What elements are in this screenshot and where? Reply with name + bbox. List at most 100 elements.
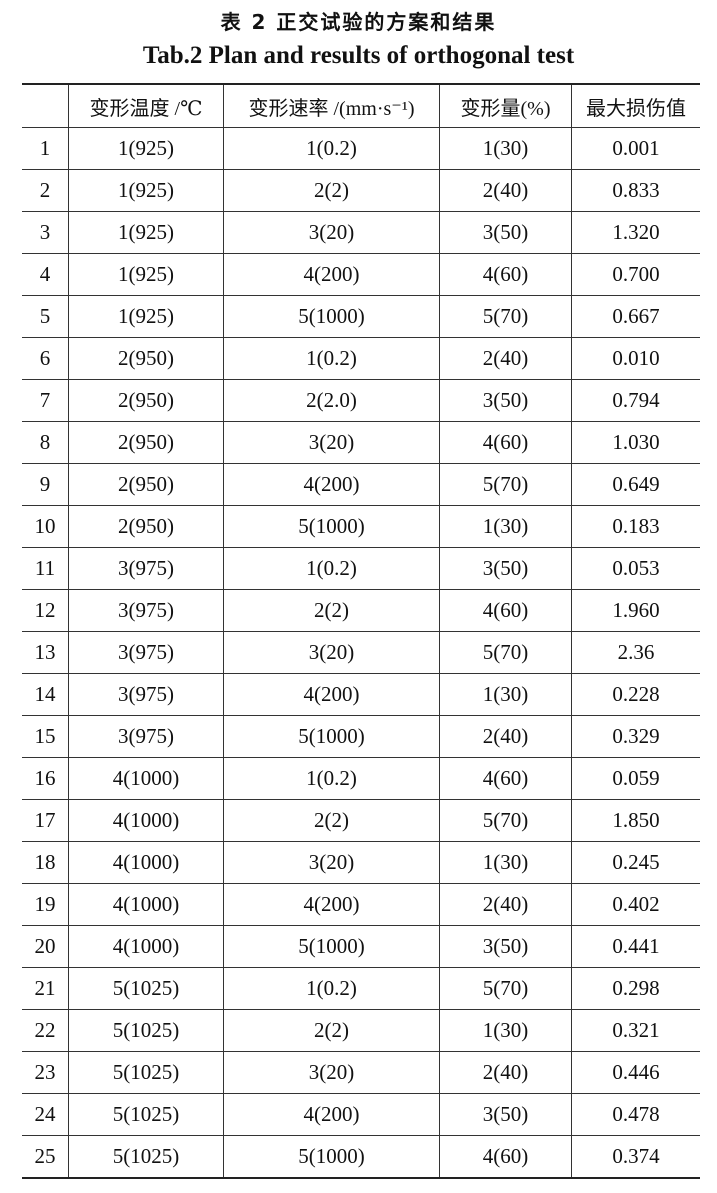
- header-max-damage: 最大损伤值: [571, 84, 700, 128]
- max-damage-cell: 0.321: [571, 1009, 700, 1052]
- max-damage-cell: 0.478: [571, 1093, 700, 1136]
- strain-rate-cell: 1(0.2): [223, 967, 440, 1010]
- table-row: 13 3(975) 3(20) 5(70) 2.36: [22, 631, 700, 674]
- table-row: 21 5(1025) 1(0.2) 5(70) 0.298: [22, 967, 700, 1010]
- strain-rate-cell: 4(200): [223, 253, 440, 296]
- table-row: 3 1(925) 3(20) 3(50) 1.320: [22, 211, 700, 254]
- temperature-cell: 3(975): [68, 589, 224, 632]
- max-damage-cell: 0.010: [571, 337, 700, 380]
- deformation-cell: 4(60): [439, 253, 572, 296]
- deformation-cell: 4(60): [439, 589, 572, 632]
- strain-rate-cell: 4(200): [223, 673, 440, 716]
- max-damage-cell: 1.030: [571, 421, 700, 464]
- deformation-cell: 3(50): [439, 925, 572, 968]
- row-index: 6: [22, 337, 69, 380]
- max-damage-cell: 0.329: [571, 715, 700, 758]
- deformation-cell: 5(70): [439, 967, 572, 1010]
- temperature-cell: 5(1025): [68, 1135, 224, 1178]
- row-index: 17: [22, 799, 69, 842]
- table-row: 6 2(950) 1(0.2) 2(40) 0.010: [22, 337, 700, 380]
- row-index: 11: [22, 547, 69, 590]
- max-damage-cell: 0.001: [571, 127, 700, 170]
- deformation-cell: 3(50): [439, 1093, 572, 1136]
- strain-rate-cell: 3(20): [223, 631, 440, 674]
- temperature-cell: 5(1025): [68, 1093, 224, 1136]
- max-damage-cell: 0.446: [571, 1051, 700, 1094]
- strain-rate-cell: 2(2): [223, 169, 440, 212]
- row-index: 25: [34, 1144, 56, 1168]
- deformation-cell: 4(60): [439, 1135, 572, 1178]
- deformation-cell: 1(30): [439, 127, 572, 170]
- deformation-cell: 2(40): [439, 715, 572, 758]
- row-index: 19: [22, 883, 69, 926]
- table-row: 5 1(925) 5(1000) 5(70) 0.667: [22, 295, 700, 338]
- deformation-cell: 5(70): [439, 295, 572, 338]
- row-index: 5: [22, 295, 69, 338]
- deformation-cell: 3(50): [439, 379, 572, 422]
- max-damage-cell: 0.053: [571, 547, 700, 590]
- max-damage-cell: 0.228: [571, 673, 700, 716]
- table-title-chinese: 表 2 正交试验的方案和结果: [220, 10, 497, 34]
- row-index: 8: [22, 421, 69, 464]
- row-index: 15: [22, 715, 69, 758]
- temperature-cell: 4(1000): [68, 883, 224, 926]
- max-damage-cell: 1.320: [571, 211, 700, 254]
- strain-rate-cell: 2(2.0): [223, 379, 440, 422]
- max-damage-cell: 1.850: [571, 799, 700, 842]
- temperature-cell: 5(1025): [68, 1009, 224, 1052]
- table-row: 18 4(1000) 3(20) 1(30) 0.245: [22, 841, 700, 884]
- temperature-cell: 5(1025): [68, 1051, 224, 1094]
- row-index: 2: [22, 169, 69, 212]
- row-index: 4: [22, 253, 69, 296]
- header-temperature: 变形温度 /℃: [68, 84, 224, 128]
- header-strain-rate: 变形速率 /(mm·s⁻¹): [223, 84, 440, 128]
- temperature-cell: 3(975): [68, 673, 224, 716]
- table-row: 2 1(925) 2(2) 2(40) 0.833: [22, 169, 700, 212]
- strain-rate-cell: 3(20): [223, 841, 440, 884]
- max-damage-cell: 0.833: [571, 169, 700, 212]
- temperature-cell: 3(975): [68, 631, 224, 674]
- strain-rate-cell: 3(20): [223, 1051, 440, 1094]
- temperature-cell: 1(925): [68, 127, 224, 170]
- strain-rate-cell: 1(0.2): [223, 547, 440, 590]
- max-damage-cell: 0.700: [571, 253, 700, 296]
- temperature-cell: 4(1000): [68, 799, 224, 842]
- row-index: 13: [22, 631, 69, 674]
- strain-rate-cell: 4(200): [223, 463, 440, 506]
- max-damage-cell: 0.183: [571, 505, 700, 548]
- temperature-cell: 1(925): [68, 169, 224, 212]
- temperature-cell: 2(950): [68, 505, 224, 548]
- table-row: 4 1(925) 4(200) 4(60) 0.700: [22, 253, 700, 296]
- table-row: 10 2(950) 5(1000) 1(30) 0.183: [22, 505, 700, 548]
- temperature-cell: 1(925): [68, 253, 224, 296]
- table-row: 22 5(1025) 2(2) 1(30) 0.321: [22, 1009, 700, 1052]
- temperature-cell: 2(950): [68, 337, 224, 380]
- row-index: 23: [22, 1051, 69, 1094]
- max-damage-cell: 1.960: [571, 589, 700, 632]
- temperature-cell: 1(925): [68, 295, 224, 338]
- max-damage-cell: 0.667: [571, 295, 700, 338]
- temperature-cell: 3(975): [68, 715, 224, 758]
- temperature-cell: 4(1000): [68, 925, 224, 968]
- strain-rate-cell: 3(20): [223, 211, 440, 254]
- row-index: 14: [22, 673, 69, 716]
- temperature-cell: 2(950): [68, 463, 224, 506]
- header-index: [22, 84, 69, 128]
- strain-rate-cell: 5(1000): [223, 295, 440, 338]
- strain-rate-cell: 2(2): [223, 799, 440, 842]
- table-row: 7 2(950) 2(2.0) 3(50) 0.794: [22, 379, 700, 422]
- deformation-cell: 2(40): [439, 883, 572, 926]
- table-row: 8 2(950) 3(20) 4(60) 1.030: [22, 421, 700, 464]
- temperature-cell: 4(1000): [68, 757, 224, 800]
- temperature-cell: 3(975): [68, 547, 224, 590]
- deformation-cell: 5(70): [439, 799, 572, 842]
- strain-rate-cell: 1(0.2): [223, 757, 440, 800]
- row-index: 12: [22, 589, 69, 632]
- deformation-cell: 4(60): [439, 757, 572, 800]
- strain-rate-cell: 2(2): [223, 589, 440, 632]
- table-row: 16 4(1000) 1(0.2) 4(60) 0.059: [22, 757, 700, 800]
- strain-rate-cell: 5(1000): [223, 505, 440, 548]
- row-index: 7: [22, 379, 69, 422]
- deformation-cell: 5(70): [439, 631, 572, 674]
- header-deformation: 变形量(%): [439, 84, 572, 128]
